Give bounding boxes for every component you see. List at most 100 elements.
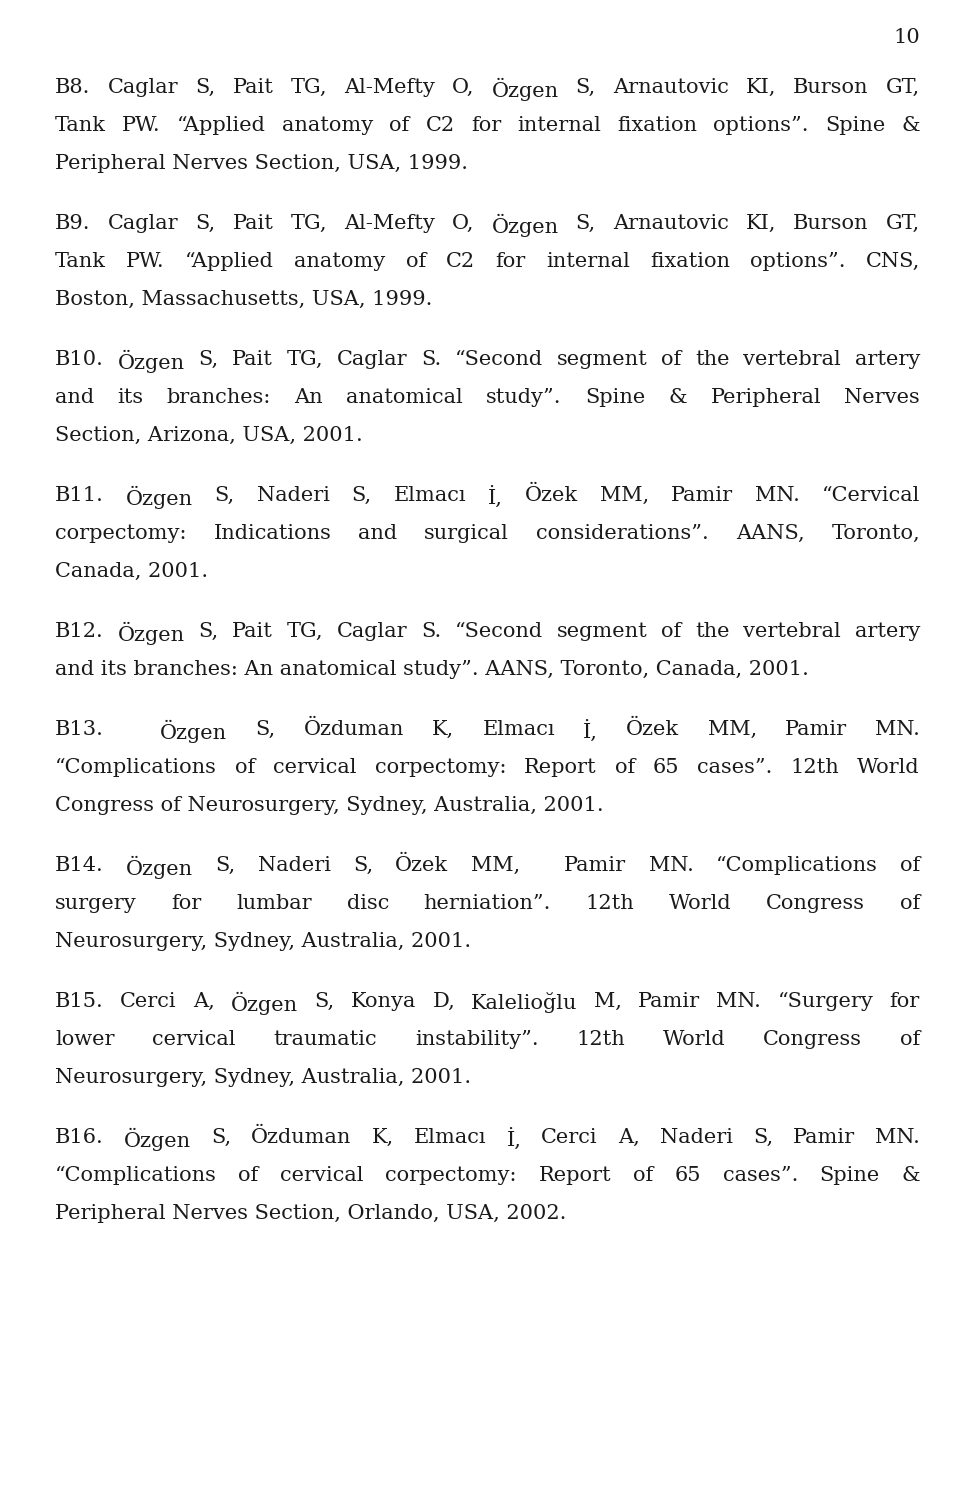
Text: of: of (235, 759, 255, 777)
Text: “Complications: “Complications (55, 1166, 217, 1185)
Text: cases”.: cases”. (723, 1166, 798, 1185)
Text: O,: O, (452, 213, 474, 233)
Text: and its branches: An anatomical study”. AANS, Toronto, Canada, 2001.: and its branches: An anatomical study”. … (55, 659, 809, 679)
Text: cases”.: cases”. (697, 759, 773, 777)
Text: Özgen: Özgen (492, 213, 559, 237)
Text: Özek: Özek (525, 487, 578, 505)
Text: Özduman: Özduman (303, 719, 404, 739)
Text: Spine: Spine (820, 1166, 879, 1185)
Text: and: and (358, 524, 397, 544)
Text: İ,: İ, (488, 487, 503, 508)
Text: corpectomy:: corpectomy: (374, 759, 506, 777)
Text: World: World (669, 894, 732, 913)
Text: artery: artery (854, 622, 920, 641)
Text: KI,: KI, (746, 78, 777, 98)
Text: A,: A, (193, 991, 215, 1011)
Text: Congress: Congress (766, 894, 865, 913)
Text: segment: segment (557, 622, 647, 641)
Text: Özgen: Özgen (117, 350, 184, 372)
Text: anatomy: anatomy (294, 252, 385, 270)
Text: Indications: Indications (213, 524, 331, 544)
Text: of: of (614, 759, 635, 777)
Text: “Second: “Second (455, 622, 543, 641)
Text: 12th: 12th (586, 894, 635, 913)
Text: TG,: TG, (290, 78, 326, 98)
Text: Pait: Pait (232, 350, 273, 369)
Text: “Cervical: “Cervical (822, 487, 920, 505)
Text: Kalelioğlu: Kalelioğlu (471, 991, 578, 1012)
Text: M,: M, (594, 991, 622, 1011)
Text: 65: 65 (653, 759, 680, 777)
Text: PW.: PW. (122, 116, 160, 135)
Text: World: World (662, 1030, 726, 1048)
Text: MN.: MN. (876, 1128, 920, 1148)
Text: B14.: B14. (55, 856, 104, 876)
Text: Pait: Pait (232, 78, 274, 98)
Text: Peripheral: Peripheral (710, 388, 821, 407)
Text: of: of (633, 1166, 653, 1185)
Text: Özgen: Özgen (126, 487, 193, 509)
Text: lower: lower (55, 1030, 114, 1048)
Text: lumbar: lumbar (236, 894, 312, 913)
Text: Spine: Spine (825, 116, 885, 135)
Text: Peripheral Nerves Section, USA, 1999.: Peripheral Nerves Section, USA, 1999. (55, 155, 468, 173)
Text: Arnautovic: Arnautovic (612, 78, 729, 98)
Text: “Surgery: “Surgery (778, 991, 874, 1011)
Text: Caglar: Caglar (337, 350, 407, 369)
Text: options”.: options”. (750, 252, 846, 270)
Text: “Complications: “Complications (55, 759, 217, 777)
Text: vertebral: vertebral (743, 350, 841, 369)
Text: Cerci: Cerci (541, 1128, 598, 1148)
Text: Caglar: Caglar (108, 78, 179, 98)
Text: TG,: TG, (287, 350, 324, 369)
Text: Nerves: Nerves (844, 388, 920, 407)
Text: C2: C2 (425, 116, 455, 135)
Text: Naderi: Naderi (257, 856, 330, 876)
Text: B12.: B12. (55, 622, 104, 641)
Text: B13.: B13. (55, 719, 104, 739)
Text: for: for (495, 252, 525, 270)
Text: Section, Arizona, USA, 2001.: Section, Arizona, USA, 2001. (55, 427, 363, 445)
Text: Al-Mefty: Al-Mefty (344, 213, 435, 233)
Text: Neurosurgery, Sydney, Australia, 2001.: Neurosurgery, Sydney, Australia, 2001. (55, 1068, 471, 1087)
Text: Caglar: Caglar (337, 622, 407, 641)
Text: An: An (295, 388, 323, 407)
Text: &: & (901, 116, 920, 135)
Text: Pamir: Pamir (671, 487, 733, 505)
Text: Elmacı: Elmacı (414, 1128, 487, 1148)
Text: TG,: TG, (291, 213, 327, 233)
Text: MM,: MM, (600, 487, 649, 505)
Text: Neurosurgery, Sydney, Australia, 2001.: Neurosurgery, Sydney, Australia, 2001. (55, 933, 471, 951)
Text: 65: 65 (675, 1166, 701, 1185)
Text: Pait: Pait (232, 622, 273, 641)
Text: S.: S. (421, 622, 442, 641)
Text: S,: S, (314, 991, 334, 1011)
Text: Pamir: Pamir (793, 1128, 855, 1148)
Text: “Applied: “Applied (177, 116, 266, 135)
Text: GT,: GT, (886, 213, 920, 233)
Text: Özduman: Özduman (252, 1128, 351, 1148)
Text: &: & (668, 388, 687, 407)
Text: S,: S, (195, 78, 215, 98)
Text: Boston, Massachusetts, USA, 1999.: Boston, Massachusetts, USA, 1999. (55, 290, 432, 309)
Text: A,: A, (618, 1128, 639, 1148)
Text: B9.: B9. (55, 213, 90, 233)
Text: of: of (405, 252, 426, 270)
Text: of: of (661, 350, 682, 369)
Text: S,: S, (351, 487, 372, 505)
Text: Özgen: Özgen (160, 719, 228, 743)
Text: options”.: options”. (713, 116, 809, 135)
Text: Konya: Konya (350, 991, 416, 1011)
Text: Elmacı: Elmacı (394, 487, 467, 505)
Text: TG,: TG, (286, 622, 324, 641)
Text: MM,: MM, (708, 719, 756, 739)
Text: S,: S, (255, 719, 276, 739)
Text: Elmacı: Elmacı (483, 719, 555, 739)
Text: MN.: MN. (716, 991, 761, 1011)
Text: Tank: Tank (55, 116, 106, 135)
Text: D,: D, (432, 991, 455, 1011)
Text: branches:: branches: (167, 388, 271, 407)
Text: S.: S. (421, 350, 442, 369)
Text: S,: S, (195, 213, 215, 233)
Text: MN.: MN. (876, 719, 920, 739)
